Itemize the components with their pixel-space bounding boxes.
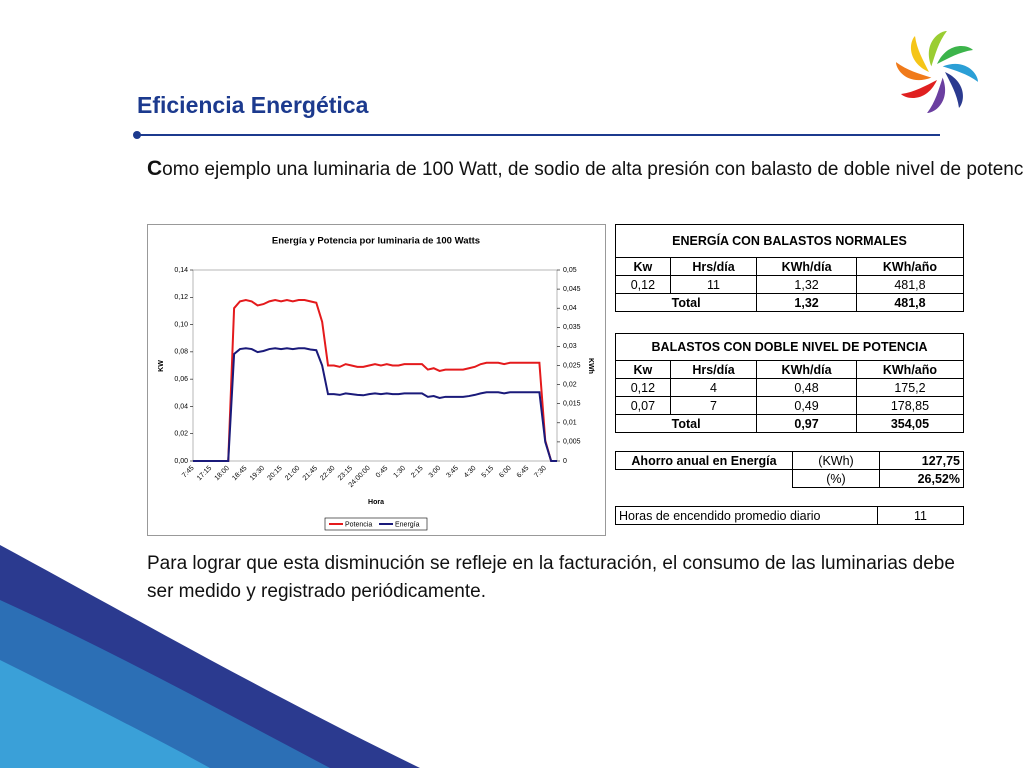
y-tick-label: 0,12 <box>174 294 188 301</box>
y2-tick-label: 0 <box>563 458 567 465</box>
table-title: BALASTOS CON DOBLE NIVEL DE POTENCIA <box>615 333 964 361</box>
cell: 127,75 <box>879 451 964 470</box>
table-savings: Ahorro anual en Energía (KWh) 127,75 (%) 26… <box>615 451 964 488</box>
total-cell: 481,8 <box>855 293 965 312</box>
total-label: Total <box>614 293 758 312</box>
chart: Energía y Potencia por luminaria de 100 … <box>147 224 606 536</box>
legend-label: Potencia <box>345 521 372 528</box>
chart-title: Energía y Potencia por luminaria de 100 … <box>272 236 480 247</box>
hours-label: Horas de encendido promedio diario <box>615 506 878 525</box>
total-cell: 1,32 <box>756 293 857 312</box>
header-cell: KWh/año <box>855 360 965 379</box>
header-cell: KWh/año <box>855 257 965 276</box>
y2-tick-label: 0,045 <box>563 286 581 293</box>
cell: 178,85 <box>855 396 965 415</box>
series-line <box>193 347 557 462</box>
y2-axis-label: KWh <box>587 358 594 374</box>
legend-box <box>324 517 428 531</box>
total-cell: 354,05 <box>855 414 965 433</box>
cell: 481,8 <box>855 275 965 294</box>
cell: (%) <box>792 469 880 488</box>
cell: 0,48 <box>756 378 857 397</box>
cell: 26,52% <box>879 469 964 488</box>
y-tick-label: 0,04 <box>174 403 188 410</box>
y-tick-label: 0,00 <box>174 458 188 465</box>
table-dual: BALASTOS CON DOBLE NIVEL DE POTENCIA Kw H… <box>614 333 965 433</box>
header-cell: Kw <box>615 360 671 379</box>
y-tick-label: 0,10 <box>174 321 188 328</box>
y2-tick-label: 0,015 <box>563 401 581 408</box>
cell: 7 <box>669 396 758 415</box>
y-tick-label: 0,02 <box>174 431 188 438</box>
series-line <box>193 298 557 462</box>
y2-tick-label: 0,025 <box>563 362 581 369</box>
intro-body: omo ejemplo una luminaria de 100 Watt, d… <box>162 159 1024 180</box>
cell: 11 <box>877 506 964 525</box>
y2-tick-label: 0,04 <box>563 305 577 312</box>
y-tick-label: 0,06 <box>174 376 188 383</box>
cell: 11 <box>669 275 758 294</box>
y2-tick-label: 0,02 <box>563 381 577 388</box>
title-dot <box>133 131 141 139</box>
logo <box>895 30 979 114</box>
slide-title: Eficiencia Energética <box>137 92 369 118</box>
conclusion-text: Para lograr que esta disminución se refl… <box>147 553 955 602</box>
total-label: Total <box>614 414 758 433</box>
table-hours: Horas de encendido promedio diario 11 <box>615 506 964 525</box>
cell: 0,07 <box>615 396 671 415</box>
cell: 0,12 <box>615 275 671 294</box>
header-cell: Hrs/día <box>669 257 758 276</box>
plot-area <box>192 269 558 462</box>
y2-tick-label: 0,005 <box>563 439 581 446</box>
cell: 175,2 <box>855 378 965 397</box>
legend-label: Energía <box>395 521 420 528</box>
x-axis-label: Hora <box>368 499 384 506</box>
savings-label: Ahorro anual en Energía <box>615 451 793 470</box>
cell: 4 <box>669 378 758 397</box>
table-normal: ENERGÍA CON BALASTOS NORMALES Kw Hrs/día K… <box>614 224 965 312</box>
intro-text: Como ejemplo una luminaria de 100 Watt, … <box>147 155 1024 183</box>
header-cell: Kw <box>615 257 671 276</box>
y-tick-label: 0,08 <box>174 349 188 356</box>
y2-tick-label: 0,01 <box>563 420 577 427</box>
table-title: ENERGÍA CON BALASTOS NORMALES <box>615 224 964 258</box>
cell: 0,12 <box>615 378 671 397</box>
cell: (KWh) <box>792 451 880 470</box>
cell: 0,49 <box>756 396 857 415</box>
y2-tick-label: 0,05 <box>563 267 577 274</box>
y2-tick-label: 0,035 <box>563 324 581 331</box>
lead-letter: C <box>147 157 163 180</box>
header-cell: KWh/día <box>756 360 857 379</box>
cell: 1,32 <box>756 275 857 294</box>
total-cell: 0,97 <box>756 414 857 433</box>
y-tick-label: 0,14 <box>174 267 188 274</box>
header-cell: Hrs/día <box>669 360 758 379</box>
wave-light <box>0 660 210 768</box>
y-axis-label: KW <box>158 360 165 372</box>
y2-tick-label: 0,03 <box>563 343 577 350</box>
header-cell: KWh/día <box>756 257 857 276</box>
